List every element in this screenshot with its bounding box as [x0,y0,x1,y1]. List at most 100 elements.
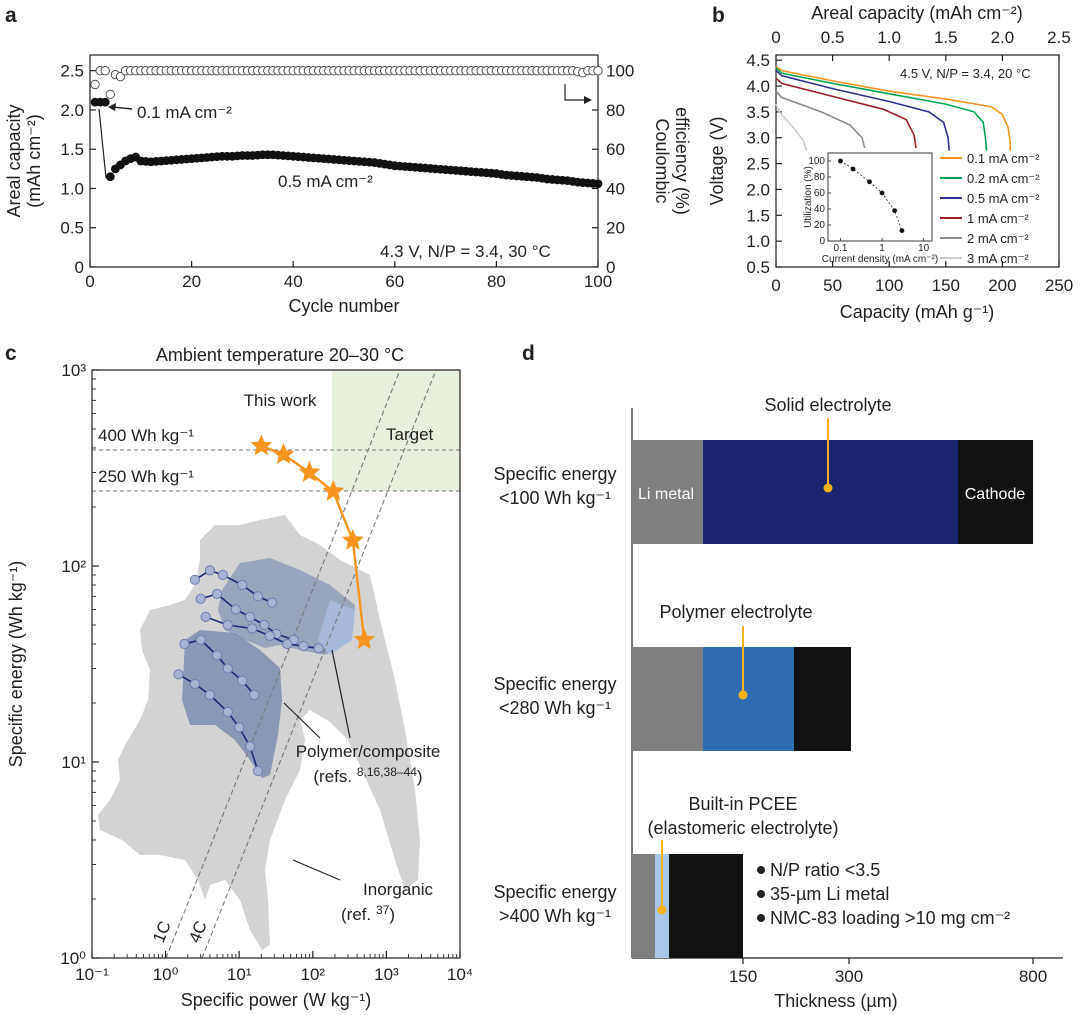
panel-c-this-work-star [341,529,364,550]
panel-b-inset-ytick-label: 80 [814,172,826,183]
panel-c-polymer-point [217,569,228,581]
panel-c-xlabel: Specific power (W kg⁻¹) [181,990,372,1010]
bar1-cathode [958,440,1033,544]
panel-b-inset-xtick-label: 0.1 [834,243,848,254]
panel-c-xtick-label: 10⁻¹ [75,965,109,984]
panel-c-polymer-point [298,641,309,652]
panel-b-inset-frame [827,152,933,242]
panel-a-ylabel-left: Areal capacity [4,104,24,217]
panel-a-ytick-left-label: 0 [75,258,84,277]
panel-a-ytick-right-label: 100 [606,62,634,81]
panel-b-label: b [712,4,725,27]
panel-d-x-ticks: 150 300 800 [729,958,1047,986]
panel-b-inset-point [892,208,898,214]
panel-c-xtick-label: 10¹ [227,965,252,984]
panel-c-polymer-point [222,706,233,718]
panel-c-frame [91,369,461,959]
bar1-li-metal-label: Li metal [638,486,694,503]
panel-c-xtick-label: 10³ [374,965,399,984]
panel-b-xtick-top-label: 1.5 [934,28,958,47]
panel-b-inset-ytick-label: 0 [819,236,825,247]
bar2-category-line1: Specific energy [493,674,616,694]
bar1-solid-electrolyte [703,440,958,544]
panel-a-xtick-label: 20 [182,272,201,291]
panel-c-polymer-point [249,689,260,700]
panel-c-polymer-point [179,638,190,650]
panel-a-ytick-right-label: 60 [606,140,625,159]
panel-b-curves [775,65,1012,151]
panel-c-polymer-point [244,741,256,752]
panel-c-polymer-point [264,630,275,641]
panel-a-ce-arrowhead [584,96,592,104]
bar3-category-line1: Specific energy [493,882,616,902]
panel-b-inset-xtick-label: 1 [879,243,885,254]
bar3-electrolyte-label-2: (elastomeric electrolyte) [647,818,838,838]
panel-c-this-work-series [250,434,376,650]
panel-a-xlabel: Cycle number [288,296,399,316]
bar3-category-line2: >400 Wh kg⁻¹ [499,906,611,926]
panel-a-xtick-label: 40 [284,272,303,291]
panel-b-inset-xtick-label: 10 [918,243,930,254]
panel-c-polymer-leader-1 [283,702,321,739]
panel-c-ytick-label: 10² [61,557,86,576]
panel-c-1c-label: 1C [149,918,175,945]
panel-c-400-label: 400 Wh kg⁻¹ [98,426,194,445]
bar3-li-metal [632,854,655,958]
panel-a-ylabel-right-1: Coulombic [652,118,672,203]
panel-c-inorganic-ref: (ref. 37) [341,903,395,924]
panel-c-polymer-point [237,675,248,686]
bar2-category-line2: <280 Wh kg⁻¹ [499,698,611,718]
panel-c-this-work-star [250,434,273,456]
bullet-3-dot [757,914,765,922]
panel-a: a 0 20 40 60 80 10000.51.01.52.02.50204060801… [4,4,692,316]
panel-c-polymer-series [173,565,324,777]
panel-c-polymer-point [204,689,216,700]
panel-b-inset-ytick-label: 20 [814,220,826,231]
bar3-cathode [669,854,743,958]
panel-b-curve [775,90,867,151]
panel-b-inset-point [899,228,905,234]
panel-b-legend-label: 0.2 mA cm⁻² [967,171,1040,186]
panel-c-polymer-point [252,591,264,602]
bar2-electrolyte-label: Polymer electrolyte [659,602,812,622]
panel-b-curve [775,67,988,151]
panel-c-polymer-point [244,611,256,622]
panel-b-ytick-label: 2.0 [746,180,770,199]
panel-d-tick-label-300: 300 [835,967,863,986]
panel-c-polymer-point [204,565,216,576]
panel-c-polymer-point [195,593,206,604]
panel-c-ylabel: Specific energy (Wh kg⁻¹) [6,561,26,768]
panel-c-title: Ambient temperature 20–30 °C [156,345,404,365]
panel-c-4c-label: 4C [185,918,211,945]
panel-c-polymer-point [252,765,264,777]
bar2-polymer-electrolyte [703,647,794,751]
panel-c-ytick-label: 10⁰ [60,949,86,968]
panel-b-legend-label: 0.5 mA cm⁻² [967,191,1040,206]
panel-b-ytick-label: 3.5 [746,103,770,122]
panel-c-polymer-point [247,623,258,634]
panel-a-condition: 4.3 V, N/P = 3.4, 30 °C [380,242,551,261]
panel-c-polymer-point [237,579,248,591]
panel-c-polymer-refs: (refs. 8,16,38–44) [313,765,422,786]
panel-b-xlabel: Capacity (mAh g⁻¹) [840,302,995,322]
panel-a-ce-arrow [564,84,588,101]
panel-a-ytick-left-label: 2.5 [60,62,84,81]
panel-b-legend-label: 0.1 mA cm⁻² [967,151,1040,166]
bar1-cathode-label: Cathode [965,486,1026,503]
panel-c-this-work-label: This work [244,391,317,410]
panel-c-polymer-point [259,619,270,631]
panel-c-this-work-star [298,461,321,482]
panel-b-xtick-label: 50 [823,276,842,295]
panel-a-ce-point [90,79,100,90]
panel-d-xlabel: Thickness (µm) [774,991,897,1011]
panel-b-ytick-label: 1.0 [746,232,770,251]
panel-b-ytick-label: 4.5 [746,51,770,70]
panel-b-curve [775,65,1012,151]
panel-c-ytick-label: 10³ [61,361,86,380]
panel-c-inorganic-label: Inorganic [363,880,433,899]
panel-b-ytick-label: 2.5 [746,155,770,174]
panel-c-polymer-point [230,604,241,615]
